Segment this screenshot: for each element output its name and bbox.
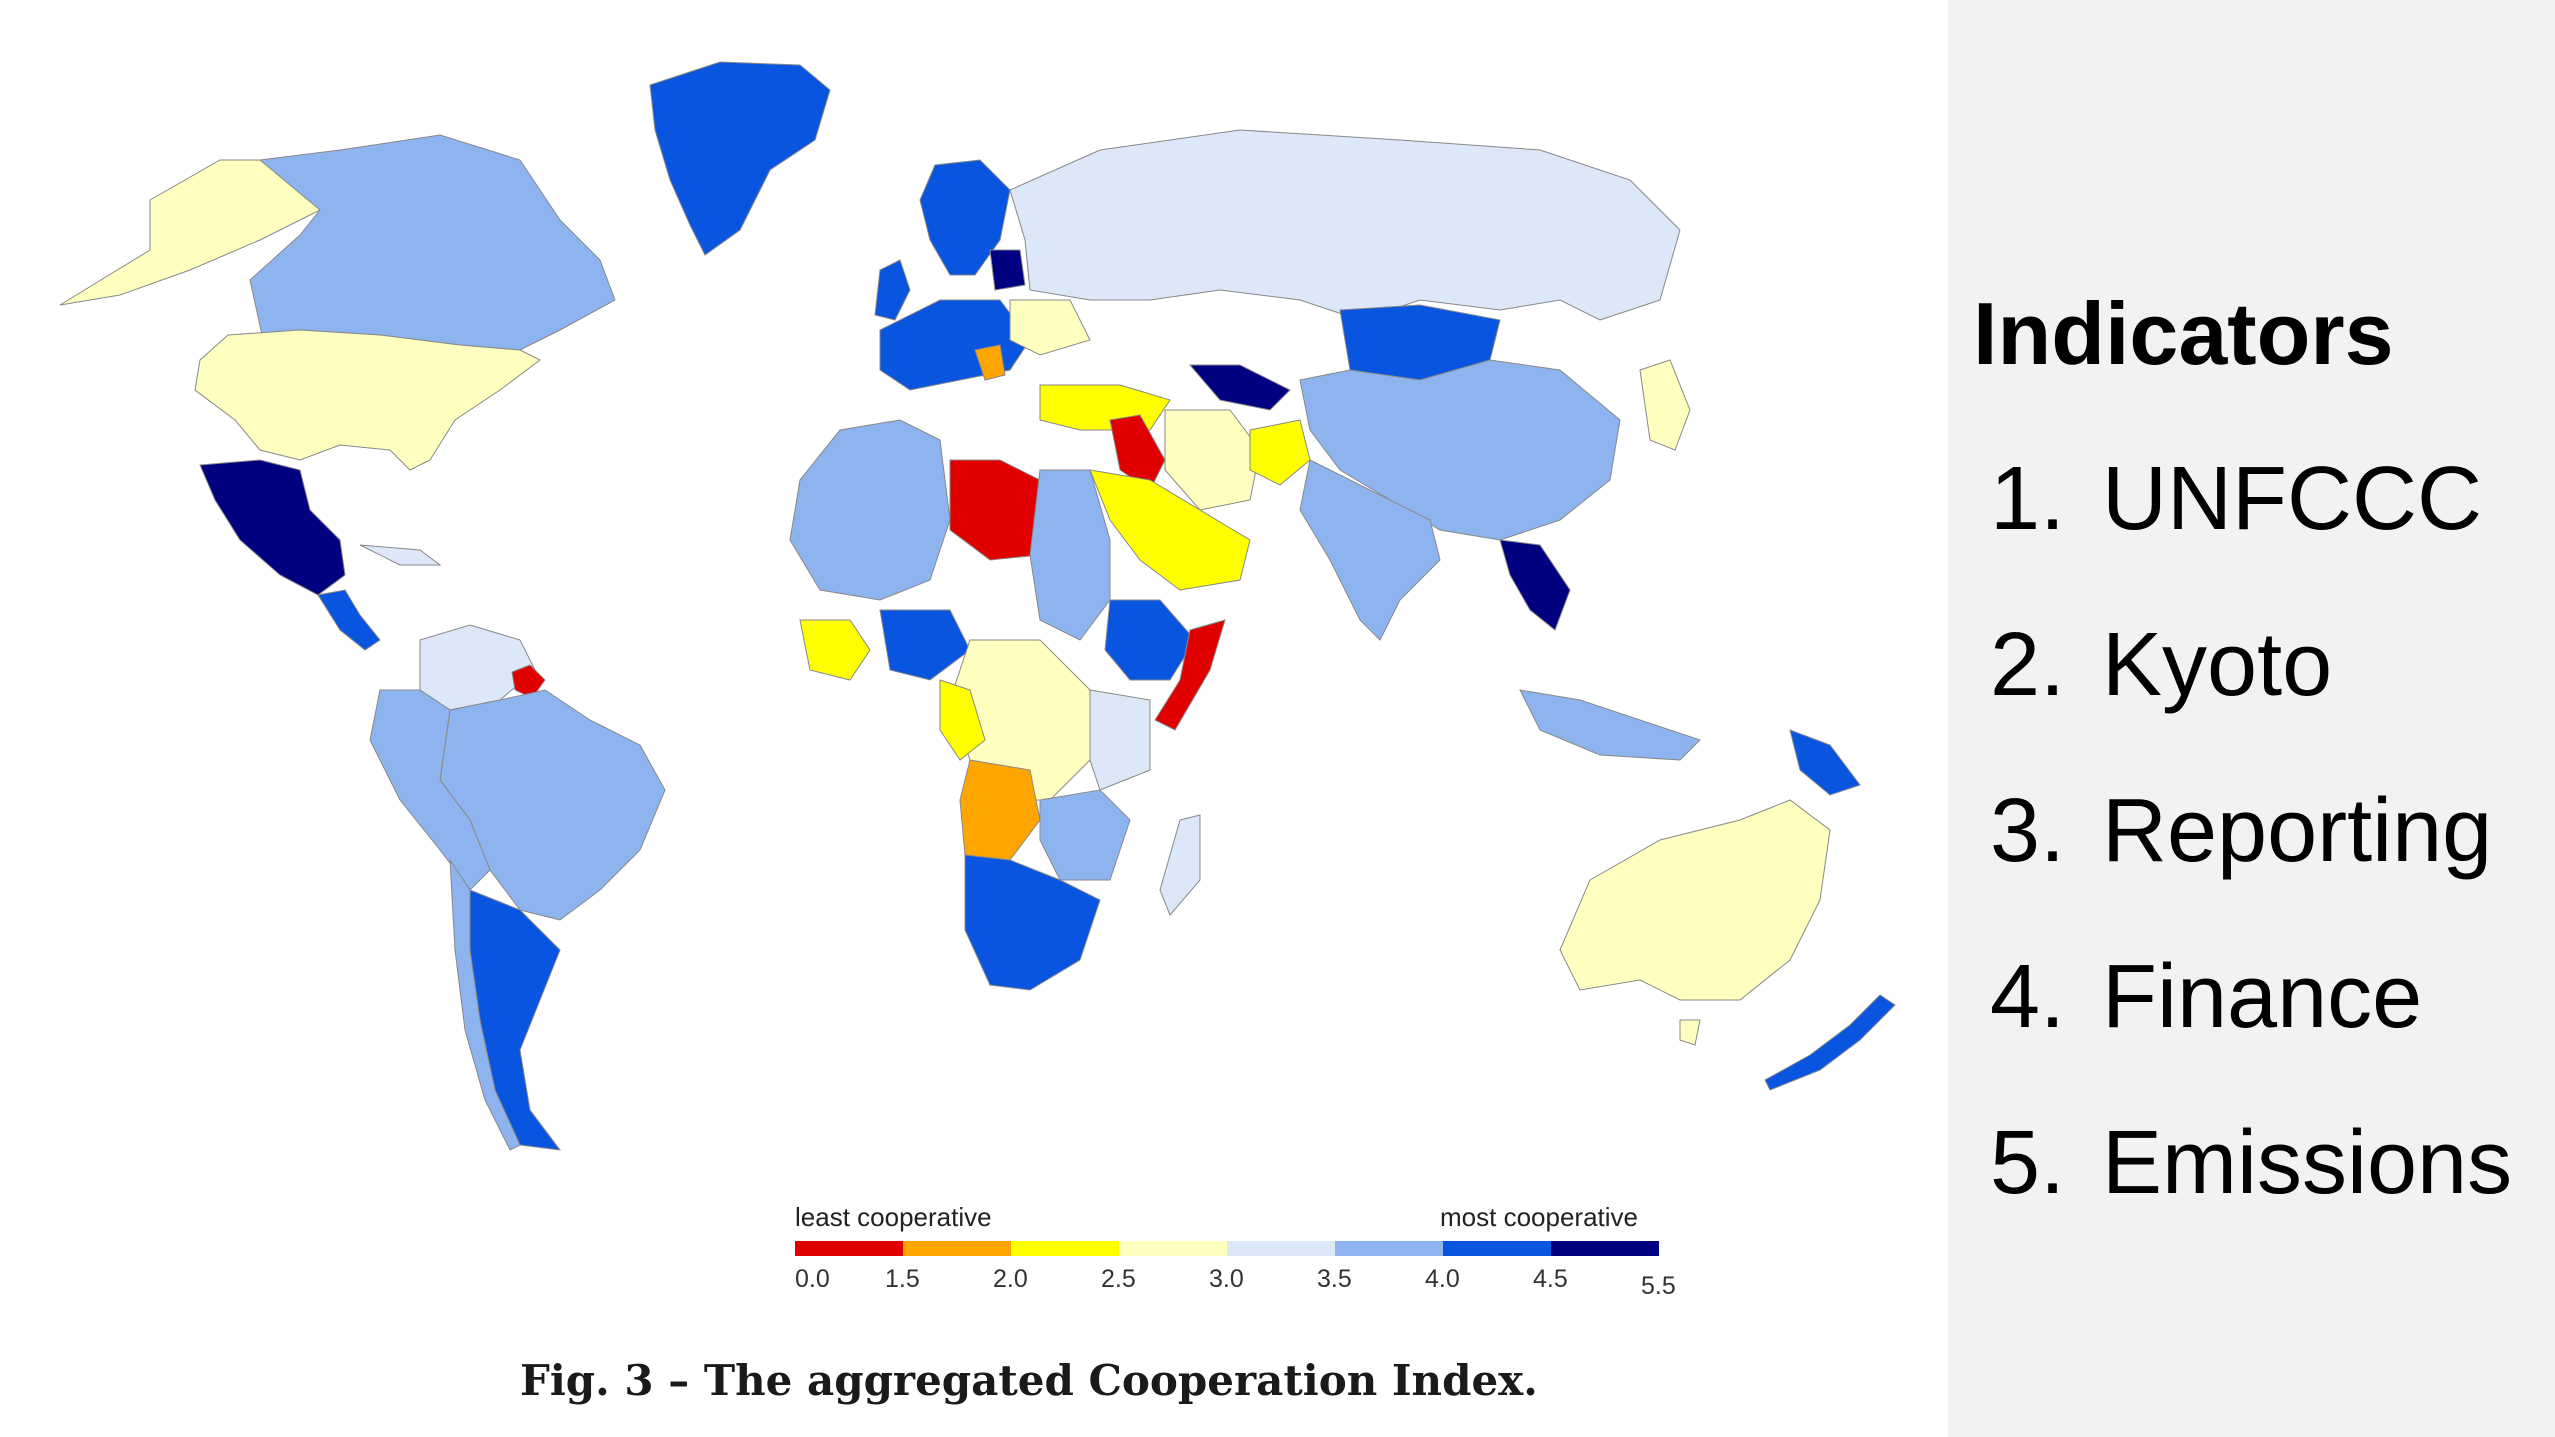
region-japan	[1639, 359, 1691, 451]
indicator-number: 4.	[1990, 947, 2066, 1047]
region-scandinavia	[919, 159, 1011, 276]
legend-tick-label: 4.5	[1533, 1265, 1568, 1293]
region-papua	[1789, 729, 1861, 796]
region-central-asia	[1188, 364, 1291, 411]
region-india	[1299, 459, 1441, 641]
region-poland-baltic	[989, 249, 1026, 291]
region-tasmania	[1679, 1019, 1701, 1046]
region-horn-africa	[1104, 599, 1196, 681]
indicator-item-finance: 4. Finance	[1990, 946, 2422, 1056]
legend-high-label: most cooperative	[1440, 1202, 1638, 1232]
region-western-europe	[879, 299, 1031, 391]
legend-tick-label: 2.0	[993, 1265, 1028, 1293]
region-peru-bolivia	[369, 689, 491, 891]
figure-caption: Fig. 3 – The aggregated Cooperation Inde…	[520, 1356, 1538, 1405]
region-russia	[1009, 129, 1681, 321]
region-australia	[1559, 799, 1831, 1001]
region-angola	[959, 759, 1041, 861]
indicators-panel: Indicators 1. UNFCCC 2. Kyoto 3. Reporting …	[1948, 0, 2555, 1437]
region-iraq	[1109, 414, 1166, 491]
indicator-item-unfccc: 1. UNFCCC	[1990, 448, 2482, 558]
legend-segment	[1119, 1241, 1227, 1256]
legend-color-bar	[795, 1241, 1659, 1256]
indicator-number: 3.	[1990, 781, 2066, 881]
region-usa	[194, 329, 541, 471]
legend-segment	[1551, 1241, 1659, 1256]
region-caribbean	[359, 544, 442, 566]
legend-tick-label: 4.0	[1425, 1265, 1460, 1293]
region-mexico	[199, 459, 346, 596]
legend-segment	[903, 1241, 1011, 1256]
indicator-number: 1.	[1990, 449, 2066, 549]
indicator-number: 5.	[1990, 1113, 2066, 1213]
region-suriname	[511, 664, 546, 699]
legend-segment	[1335, 1241, 1443, 1256]
region-chile	[449, 858, 521, 1151]
region-southern-africa	[964, 854, 1101, 991]
indicator-number: 2.	[1990, 615, 2066, 715]
indicator-label: Kyoto	[2102, 615, 2333, 715]
indicator-label: Reporting	[2102, 781, 2493, 881]
region-somalia	[1154, 619, 1226, 731]
region-madagascar	[1159, 814, 1201, 916]
region-nigeria	[879, 609, 971, 681]
region-new-zealand	[1764, 994, 1896, 1091]
region-turkey-iran	[1039, 384, 1171, 431]
region-central-america	[317, 589, 381, 651]
legend-low-label: least cooperative	[795, 1202, 992, 1232]
region-china	[1299, 359, 1621, 541]
indicator-item-reporting: 3. Reporting	[1990, 780, 2492, 890]
legend-segment	[1227, 1241, 1335, 1256]
region-uk	[874, 259, 911, 321]
region-egypt-sudan	[1029, 469, 1111, 641]
region-eastern-europe	[1009, 299, 1091, 356]
legend-tick-label: 3.5	[1317, 1265, 1352, 1293]
legend-tick-label: 2.5	[1101, 1265, 1136, 1293]
region-libya	[949, 459, 1041, 561]
region-canada	[249, 134, 616, 351]
indicator-item-emissions: 5. Emissions	[1990, 1112, 2512, 1222]
indicators-title: Indicators	[1973, 284, 2394, 383]
legend-tick-label: 0.0	[795, 1265, 830, 1293]
region-argentina	[469, 889, 562, 1151]
region-zambia-moz	[1039, 789, 1131, 881]
legend-tick-label: 1.5	[885, 1265, 920, 1293]
region-saudi	[1089, 469, 1251, 591]
region-indochina	[1499, 539, 1571, 631]
legend-tick-label: 3.0	[1209, 1265, 1244, 1293]
indicator-label: Finance	[2102, 947, 2423, 1047]
region-east-africa	[1089, 689, 1151, 791]
legend-segment	[1443, 1241, 1551, 1256]
region-cameroon-gabon	[939, 679, 986, 761]
region-greenland	[649, 61, 831, 256]
region-indonesia	[1519, 689, 1701, 761]
region-west-africa	[799, 619, 871, 681]
legend-segment	[795, 1241, 903, 1256]
world-map	[59, 61, 1896, 1151]
indicator-label: UNFCCC	[2102, 449, 2482, 549]
region-balkans	[974, 344, 1006, 381]
legend-segment	[1011, 1241, 1119, 1256]
legend-tick-label: 5.5	[1641, 1272, 1676, 1300]
map-panel: least cooperative most cooperative 0.0 1.…	[59, 61, 1896, 1405]
region-iran	[1164, 409, 1261, 511]
indicator-item-kyoto: 2. Kyoto	[1990, 614, 2332, 724]
indicator-label: Emissions	[2102, 1113, 2513, 1213]
region-north-africa-west	[789, 419, 951, 601]
region-afghanistan	[1249, 419, 1311, 486]
